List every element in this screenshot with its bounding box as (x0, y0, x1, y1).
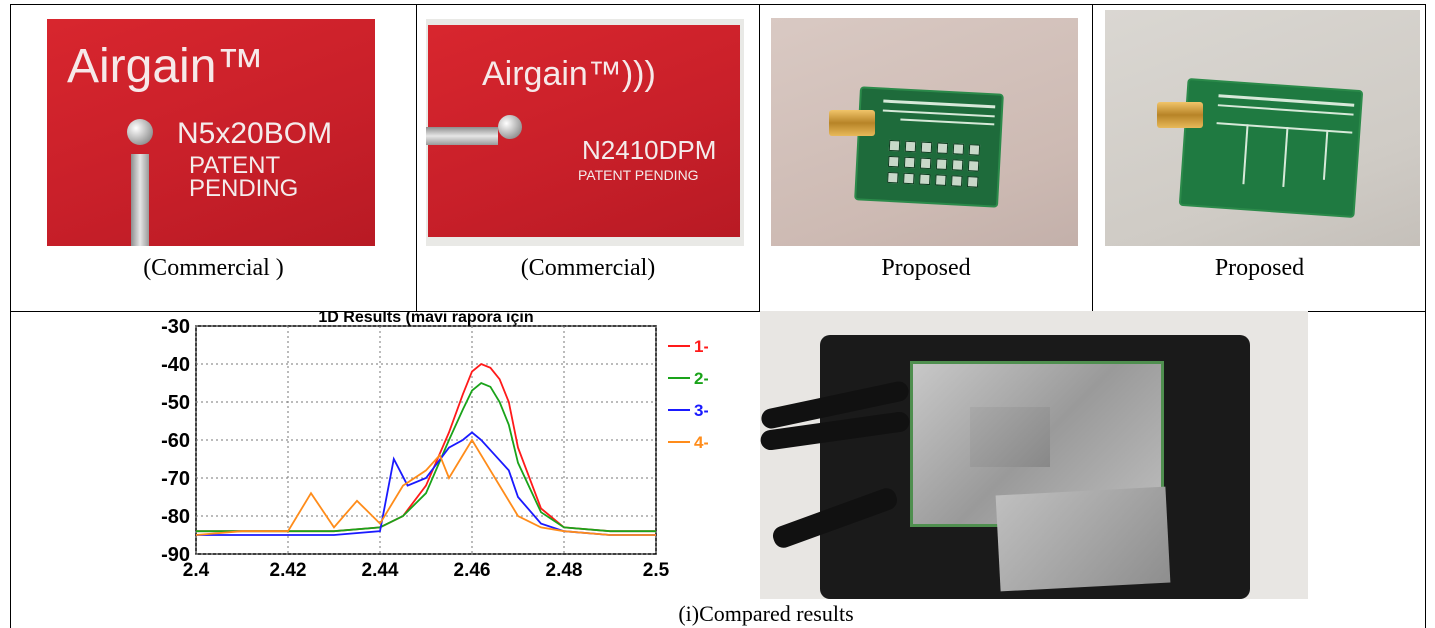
chart-title: 1D Results (mavi rapora için (318, 312, 533, 326)
y-tick-label: -70 (161, 468, 190, 490)
caption-commercial-2: (Commercial) (520, 255, 656, 281)
caption-compared-results: (i)Compared results (678, 601, 854, 626)
legend-label-4: 4- (694, 433, 708, 452)
figure-table (10, 4, 1426, 628)
patent-text-line1: PATENT (189, 152, 281, 179)
part-number: N2410DPM (582, 135, 717, 165)
coax-cable (131, 154, 149, 246)
series-line-2 (196, 381, 656, 533)
spectrum-chart: 1D Results (mavi rapora için 2.4 2.42 2.44 2… (161, 312, 708, 581)
legend-label-2: 2- (694, 369, 708, 388)
col-divider-1 (416, 4, 417, 311)
patent-text: PATENT PENDING (578, 167, 699, 183)
proposed-antenna-photo-1 (771, 18, 1078, 246)
x-tick-label: 2.5 (643, 560, 670, 581)
device-test-setup-photo (760, 311, 1308, 599)
y-tick-label: -40 (161, 354, 190, 376)
commercial-antenna-photo-2: Airgain™))) N2410DPM PATENT PENDING (426, 19, 744, 246)
feed-solder-joint (498, 115, 522, 139)
coax-cable (426, 127, 498, 145)
battery-pack (995, 486, 1171, 592)
row-divider (10, 311, 1426, 312)
series-line-4 (195, 438, 656, 536)
commercial-antenna-photo-1: Airgain™ N5x20BOM PATENT PENDING (47, 19, 375, 246)
legend-label-3: 3- (694, 401, 708, 420)
proposed-pcb-board (854, 86, 1004, 208)
x-tick-label: 2.44 (362, 560, 399, 581)
col-divider-2 (759, 4, 760, 311)
part-number: N5x20BOM (177, 117, 333, 150)
sma-connector (829, 110, 875, 136)
col-divider-3 (1092, 4, 1093, 311)
feed-solder-joint (127, 119, 153, 145)
y-tick-label: -80 (161, 506, 190, 528)
brand-logo-text: Airgain™ (67, 40, 265, 93)
proposed-pcb-board (1178, 78, 1364, 218)
sma-connector (1157, 102, 1203, 128)
y-tick-label: -50 (161, 392, 190, 414)
caption-proposed-2: Proposed (1214, 255, 1305, 281)
y-tick-label: -90 (161, 544, 190, 566)
legend-label-1: 1- (694, 337, 708, 356)
caption-proposed-1: Proposed (881, 255, 971, 281)
x-tick-label: 2.42 (270, 560, 307, 581)
x-tick-label: 2.46 (454, 560, 491, 581)
caption-commercial-1: (Commercial ) (143, 255, 284, 281)
x-tick-label: 2.48 (546, 560, 583, 581)
patent-text-line2: PENDING (189, 175, 299, 202)
proposed-antenna-photo-2 (1105, 10, 1420, 246)
y-tick-label: -60 (161, 430, 190, 452)
series-line-3 (196, 431, 656, 536)
y-tick-label: -30 (161, 316, 190, 338)
x-tick-label: 2.4 (183, 560, 210, 581)
brand-logo-text: Airgain™))) (482, 55, 656, 93)
